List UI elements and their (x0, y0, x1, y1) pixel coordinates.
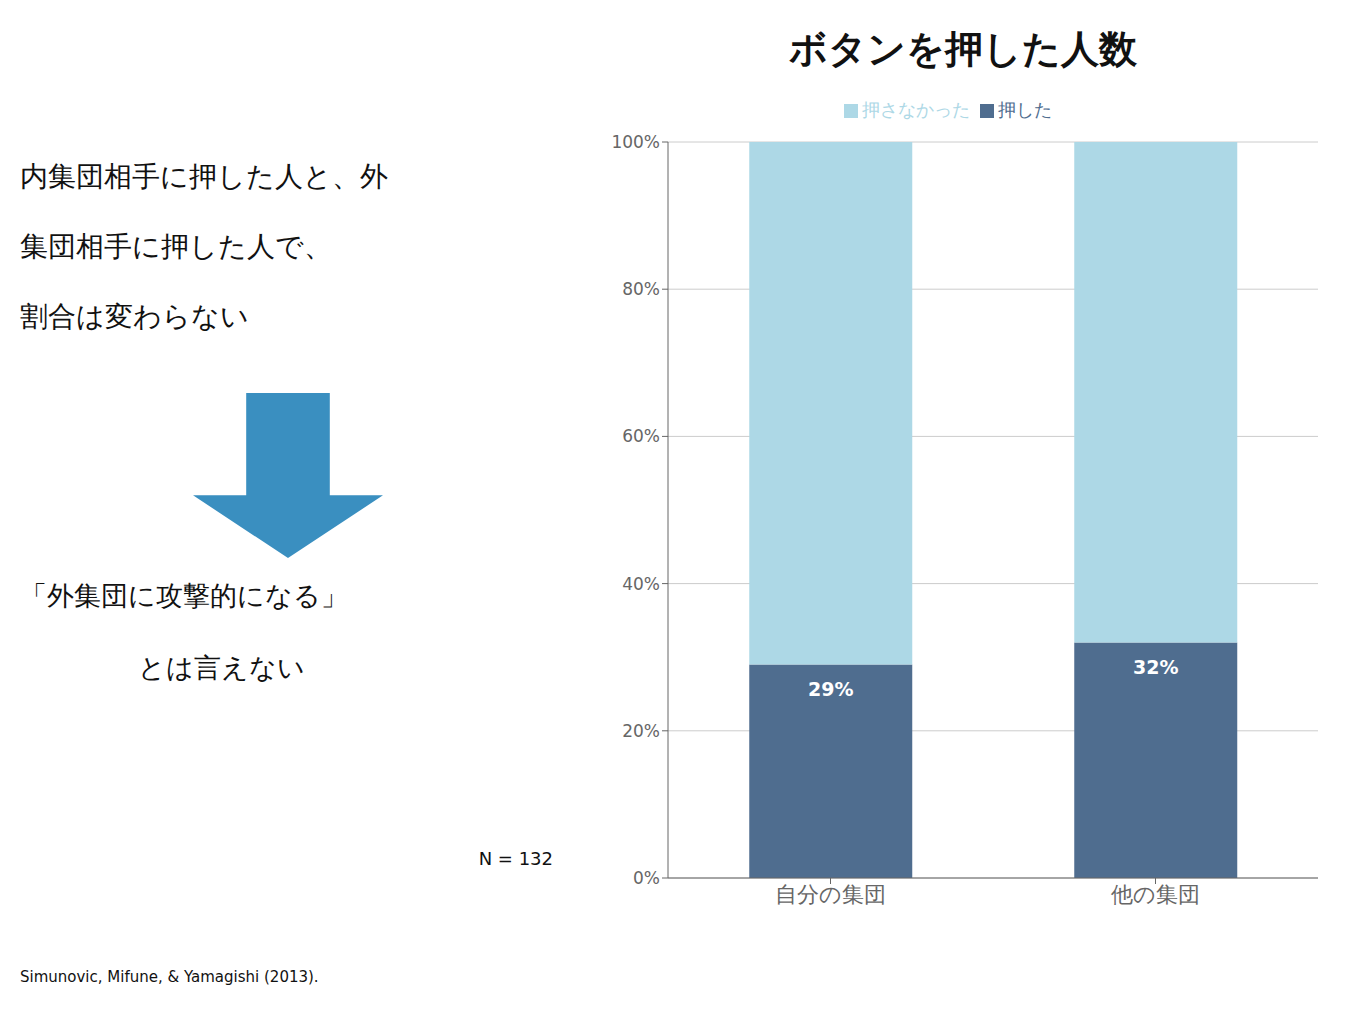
svg-text:32%: 32% (1133, 656, 1178, 678)
html-text:Simunovic, Mifune, & Yamagishi: Simunovic, Mifune, & Yamagishi (2013). (20, 968, 319, 986)
html-text:ボタンを押した人数: ボタンを押した人数 (789, 27, 1137, 71)
html-text:押さなかった: 押さなかった (862, 99, 970, 120)
svg-text:80%: 80% (622, 279, 660, 299)
html-text:「外集団に攻撃的になる」: 「外集団に攻撃的になる」 (20, 580, 348, 611)
html-text:集団相手に押した人で、: 集団相手に押した人で、 (20, 230, 332, 263)
svg-text:40%: 40% (622, 574, 660, 594)
svg-text:0%: 0% (633, 868, 660, 888)
html-text:押した: 押した (998, 99, 1052, 120)
svg-text:60%: 60% (622, 426, 660, 446)
svg-text:自分の集団: 自分の集団 (775, 882, 886, 907)
html-text:内集団相手に押した人と、外: 内集団相手に押した人と、外 (20, 160, 388, 193)
svg-text:29%: 29% (808, 678, 853, 700)
html-text:とは言えない: とは言えない (138, 652, 305, 683)
svg-text:他の集団: 他の集団 (1111, 882, 1200, 907)
svg-text:20%: 20% (622, 721, 660, 741)
html-text:N = 132: N = 132 (478, 848, 553, 869)
html-text:割合は変わらない: 割合は変わらない (20, 300, 249, 333)
svg-text:100%: 100% (611, 132, 660, 152)
